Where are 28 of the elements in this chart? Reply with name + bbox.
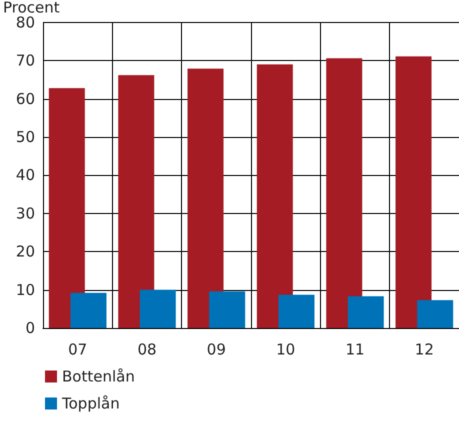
y-tick-label: 70 <box>16 52 35 70</box>
y-tick-label: 0 <box>25 319 35 337</box>
bar <box>48 88 85 328</box>
y-tick-label: 20 <box>16 242 35 261</box>
bar <box>188 68 224 328</box>
x-tick-label: 10 <box>276 340 296 358</box>
bar <box>417 300 454 328</box>
legend-label: Bottenlån <box>62 368 135 386</box>
legend-label: Topplån <box>61 394 120 412</box>
bar <box>278 294 314 328</box>
bar <box>256 64 293 328</box>
bar <box>348 296 384 328</box>
x-tick-label: 07 <box>68 340 88 358</box>
x-tick-label: 08 <box>137 340 157 358</box>
y-tick-label: 10 <box>16 280 35 299</box>
x-tick-label: 11 <box>345 340 365 358</box>
bar <box>140 290 176 328</box>
x-tick-label: 12 <box>414 340 434 358</box>
bar <box>396 56 432 328</box>
y-tick-label: 40 <box>16 166 35 184</box>
y-tick-label: 60 <box>16 90 35 108</box>
y-tick-label: 50 <box>16 128 35 146</box>
bar <box>118 75 154 328</box>
y-tick-label: 30 <box>16 204 35 222</box>
bar <box>70 292 106 328</box>
x-tick-label: 09 <box>206 340 226 358</box>
bar <box>209 291 246 328</box>
bar <box>326 58 362 328</box>
